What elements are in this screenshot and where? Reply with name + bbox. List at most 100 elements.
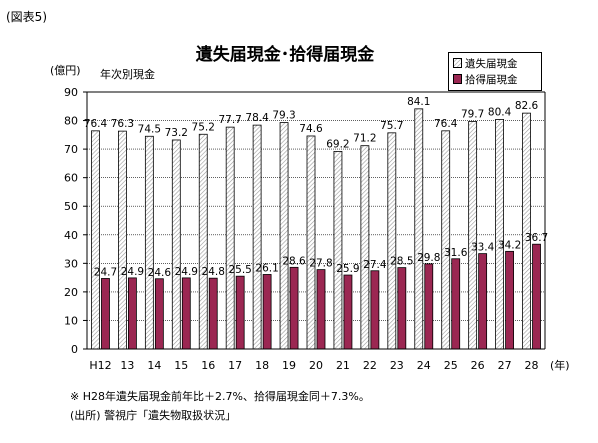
- bar-found: [478, 253, 488, 350]
- data-label-lost: 76.4: [84, 118, 108, 130]
- data-label-found: 24.8: [202, 266, 225, 278]
- x-tick-label: 26: [471, 359, 485, 372]
- chart-legend: 遺失届現金 拾得届現金: [448, 52, 542, 91]
- chart-title: 遺失届現金･拾得届現金: [195, 45, 375, 65]
- bar-lost: [225, 126, 235, 350]
- bar-found: [532, 243, 541, 350]
- data-label-found: 25.5: [228, 264, 251, 276]
- bar-found: [451, 258, 461, 350]
- data-label-found: 25.9: [336, 263, 359, 275]
- bar-lost: [252, 124, 262, 350]
- bar-found: [370, 270, 380, 350]
- x-tick-label: 17: [228, 359, 242, 372]
- bar-lost: [118, 130, 127, 350]
- data-label-found: 33.4: [471, 242, 495, 254]
- bar-lost: [333, 150, 343, 350]
- bar-found: [262, 274, 272, 350]
- y-tick-label: 50: [64, 200, 78, 213]
- x-tick-label: 28: [525, 359, 539, 372]
- data-label-found: 34.2: [498, 239, 521, 251]
- bar-lost: [468, 121, 478, 350]
- data-label-found: 24.6: [148, 267, 172, 279]
- data-label-lost: 74.6: [299, 123, 323, 135]
- bar-found: [505, 250, 514, 350]
- data-label-found: 24.7: [94, 266, 117, 278]
- legend-swatch-solid: [453, 74, 462, 84]
- data-label-found: 31.6: [444, 247, 468, 259]
- data-label-lost: 73.2: [165, 127, 188, 139]
- x-tick-label: 23: [390, 359, 404, 372]
- y-tick-label: 80: [64, 115, 78, 128]
- y-tick-label: 90: [64, 86, 78, 99]
- data-label-lost: 69.2: [326, 138, 349, 150]
- bar-lost: [522, 112, 531, 350]
- legend-item-found: 拾得届現金: [453, 71, 537, 87]
- y-tick-label: 0: [71, 343, 78, 356]
- data-label-lost: 77.7: [218, 114, 241, 126]
- bar-lost: [441, 130, 451, 350]
- data-label-lost: 75.2: [192, 121, 215, 133]
- data-label-found: 24.9: [121, 266, 144, 278]
- x-tick-label: 13: [120, 359, 134, 372]
- bar-lost: [171, 139, 181, 350]
- bar-found: [128, 277, 137, 350]
- data-label-found: 24.9: [175, 266, 198, 278]
- bar-found: [343, 274, 353, 350]
- x-tick-label: 27: [498, 359, 512, 372]
- bar-lost: [414, 108, 424, 350]
- x-tick-label: 15: [174, 359, 188, 372]
- x-tick-label: 24: [417, 359, 431, 372]
- footnote: ※ H28年遺失届現金前年比＋2.7%、拾得届現金同＋7.3%。: [70, 390, 370, 403]
- chart-subtitle: 年次別現金: [100, 68, 155, 81]
- x-tick-label: 19: [282, 359, 296, 372]
- x-tick-label: 16: [201, 359, 215, 372]
- y-tick-label: 40: [64, 229, 78, 242]
- bar-lost: [91, 130, 100, 350]
- legend-item-lost: 遺失届現金: [453, 55, 537, 71]
- bar-lost: [198, 133, 208, 350]
- data-label-found: 26.1: [255, 262, 278, 274]
- x-tick-label: 21: [336, 359, 350, 372]
- bar-found: [424, 263, 434, 350]
- bar-found: [208, 277, 218, 350]
- y-tick-label: 70: [64, 143, 78, 156]
- bar-lost: [306, 135, 316, 350]
- x-tick-label: 18: [255, 359, 269, 372]
- bar-found: [316, 269, 326, 350]
- source-note: (出所) 警視庁「遺失物取扱状況」: [70, 409, 237, 422]
- data-label-lost: 79.7: [461, 108, 484, 120]
- data-label-lost: 76.3: [111, 118, 134, 130]
- bar-found: [154, 278, 164, 350]
- legend-label-found: 拾得届現金: [465, 73, 518, 86]
- y-tick-label: 20: [64, 286, 78, 299]
- data-label-lost: 79.3: [272, 110, 295, 122]
- bar-found: [181, 277, 191, 350]
- data-label-lost: 74.5: [138, 123, 161, 135]
- data-label-lost: 78.4: [245, 112, 269, 124]
- bar-found: [289, 266, 299, 350]
- bar-found: [235, 275, 245, 350]
- bar-found: [397, 267, 407, 350]
- bar-lost: [279, 122, 289, 350]
- x-tick-label: 14: [147, 359, 161, 372]
- data-label-lost: 80.4: [488, 106, 512, 118]
- y-tick-label: 10: [64, 314, 78, 327]
- figure-label: (図表5): [6, 10, 47, 24]
- x-tick-label: H12: [89, 359, 111, 372]
- y-tick-label: 60: [64, 172, 78, 185]
- data-label-lost: 76.4: [434, 118, 458, 130]
- bar-lost: [360, 145, 370, 350]
- unit-label: (億円): [50, 64, 81, 77]
- data-label-lost: 84.1: [407, 96, 430, 108]
- data-label-lost: 71.2: [353, 133, 376, 145]
- data-label-lost: 82.6: [515, 100, 539, 112]
- bar-lost: [387, 132, 397, 350]
- legend-label-lost: 遺失届現金: [465, 57, 518, 70]
- data-label-found: 27.8: [309, 258, 332, 270]
- legend-swatch-hatched: [453, 58, 462, 68]
- x-tick-label: 20: [309, 359, 323, 372]
- bar-found: [101, 278, 110, 350]
- data-label-found: 29.8: [417, 252, 440, 264]
- x-axis-label: (年): [550, 358, 570, 372]
